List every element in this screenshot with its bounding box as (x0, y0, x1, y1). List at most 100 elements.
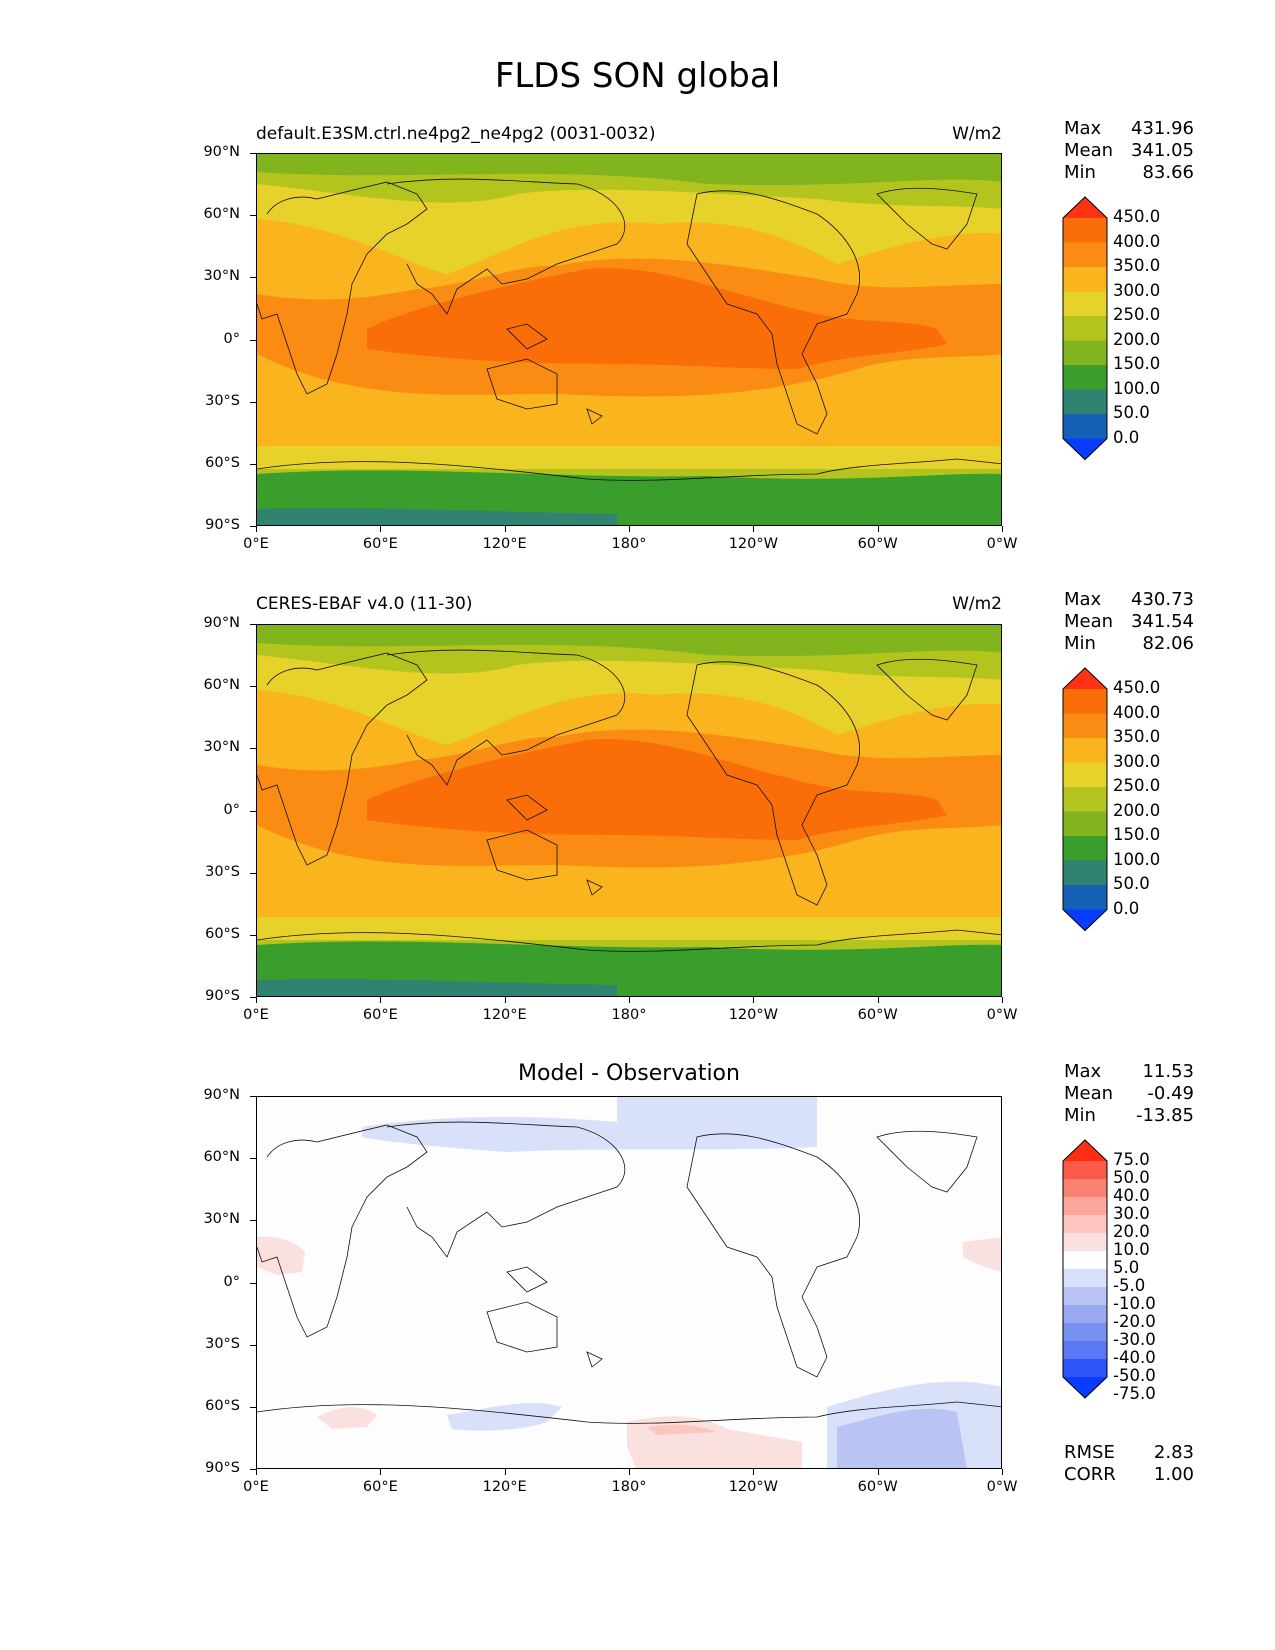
panel-title-left: default.E3SM.ctrl.ne4pg2_ne4pg2 (0031-00… (256, 124, 656, 144)
colorbar-segment (1063, 885, 1107, 910)
colorbar-extend-min (1063, 438, 1107, 460)
stat-label: Max (1064, 589, 1102, 610)
colorbar-tick-label: 350.0 (1113, 256, 1161, 275)
colorbar-tick-label: 200.0 (1113, 800, 1161, 820)
stat-value: 82.06 (1142, 633, 1194, 654)
lat-tick-mark (250, 463, 256, 465)
colorbar-segment (1063, 1287, 1107, 1306)
colorbar-tick-label: 50.0 (1113, 874, 1150, 893)
metric-value: 2.83 (1153, 1442, 1194, 1463)
lat-tick-label: 60°S (205, 1397, 240, 1414)
colorbar-extend-min (1063, 909, 1107, 931)
colorbar-tick-label: -20.0 (1113, 1312, 1156, 1331)
colorbar-tick-label: 200.0 (1113, 329, 1161, 349)
colorbar-tick-label: 50.0 (1113, 403, 1150, 422)
lat-tick-label: 60°S (205, 454, 240, 471)
metrics-block: RMSE 2.83 CORR 1.00 (1064, 1442, 1194, 1486)
colorbar-segment (1063, 1197, 1107, 1216)
colorbar-tick-label: 20.0 (1113, 1222, 1150, 1241)
stat-value: 431.96 (1131, 118, 1194, 139)
stat-value: 341.05 (1131, 140, 1194, 161)
stat-row: Max 11.53 (1064, 1061, 1194, 1083)
lat-tick-label: 90°S (205, 988, 240, 1004)
lat-tick-label: 0° (223, 1273, 240, 1290)
colorbar-tick-label: 0.0 (1113, 898, 1140, 918)
metric-label: CORR (1064, 1464, 1116, 1485)
lat-tick-label: 60°N (203, 1149, 240, 1166)
colorbar-segment (1063, 762, 1107, 788)
lat-tick-mark (250, 1158, 256, 1160)
lon-tick-label: 120°W (728, 1479, 778, 1495)
colorbar (1062, 667, 1108, 932)
colorbar-outline (1062, 1139, 1108, 1399)
lat-tick-mark (250, 748, 256, 750)
lon-tick-mark (504, 997, 506, 1003)
metric-value: 1.00 (1153, 1464, 1194, 1485)
stat-row: Max 431.96 (1064, 118, 1194, 140)
colorbar-segment (1063, 1179, 1107, 1198)
colorbar-extend-max (1063, 1140, 1107, 1161)
map-difference (256, 1096, 1002, 1469)
lat-tick-label: 90°N (203, 144, 240, 160)
lon-tick-mark (380, 1469, 382, 1475)
stat-row: Min 83.66 (1064, 162, 1194, 184)
lon-tick-label: 0°E (243, 536, 269, 552)
lon-tick-mark (380, 526, 382, 532)
lat-tick-label: 90°N (203, 615, 240, 631)
colorbar-tick-label: 75.0 (1113, 1150, 1150, 1169)
lat-tick-label: 30°N (203, 268, 240, 285)
colorbar-tick-label: 100.0 (1113, 378, 1161, 398)
lon-tick-mark (629, 1469, 630, 1475)
colorbar-segment (1063, 713, 1107, 739)
lon-tick-label: 60°W (857, 1479, 898, 1495)
colorbar (1062, 196, 1108, 461)
lat-tick-mark (250, 624, 256, 625)
colorbar-segment (1063, 1161, 1107, 1180)
lon-tick-mark (753, 526, 755, 532)
colorbar-segment (1063, 1323, 1107, 1342)
colorbar-segment (1063, 365, 1107, 390)
lat-tick-label: 0° (223, 330, 240, 347)
colorbar-tick-label: 0.0 (1113, 427, 1140, 447)
panel-title-left: CERES-EBAF v4.0 (11-30) (256, 594, 473, 614)
lat-tick-label: 0° (223, 801, 240, 818)
stat-label: Max (1064, 1061, 1102, 1082)
colorbar-extend-min (1063, 1377, 1107, 1398)
lat-tick-label: 60°N (203, 206, 240, 223)
lat-tick-label: 30°S (205, 392, 240, 409)
stats-block: Max 430.73 Mean 341.54 Min 82.06 (1064, 589, 1194, 655)
colorbar-tick-label: -40.0 (1113, 1348, 1156, 1367)
lon-tick-mark (504, 526, 506, 532)
colorbar-tick-label: 100.0 (1113, 849, 1161, 869)
lat-tick-label: 90°S (205, 1460, 240, 1476)
colorbar-tick-label: -50.0 (1113, 1366, 1156, 1385)
map-model (256, 153, 1002, 526)
colorbar-tick-label: 250.0 (1113, 776, 1161, 795)
colorbar-segment (1063, 267, 1107, 292)
colorbar-segment (1063, 291, 1107, 317)
stat-row: Mean -0.49 (1064, 1083, 1194, 1105)
colorbar-tick-label: 250.0 (1113, 305, 1161, 324)
lat-tick-mark (250, 1282, 256, 1284)
metric-label: RMSE (1064, 1442, 1115, 1463)
colorbar-segment (1063, 218, 1107, 243)
lon-tick-label: 60°E (362, 1479, 398, 1495)
lon-tick-label: 180° (611, 1007, 647, 1023)
stat-value: -13.85 (1135, 1105, 1194, 1126)
lon-tick-mark (1002, 997, 1003, 1003)
colorbar-tick-label: 150.0 (1113, 825, 1161, 844)
colorbar-segment (1063, 1251, 1107, 1270)
lon-tick-label: 60°E (362, 536, 398, 552)
lon-tick-mark (629, 997, 630, 1003)
lat-tick-mark (250, 339, 256, 341)
colorbar-tick-label: 350.0 (1113, 727, 1161, 746)
lat-tick-mark (250, 1220, 256, 1222)
stat-label: Min (1064, 633, 1096, 654)
colorbar-segment (1063, 787, 1107, 812)
colorbar-segment (1063, 689, 1107, 714)
lon-tick-label: 60°E (362, 1007, 398, 1023)
stat-value: 83.66 (1142, 162, 1194, 183)
lon-tick-label: 0°W (986, 1007, 1018, 1023)
lat-tick-label: 30°S (205, 1335, 240, 1352)
lon-tick-label: 0°E (243, 1007, 269, 1023)
